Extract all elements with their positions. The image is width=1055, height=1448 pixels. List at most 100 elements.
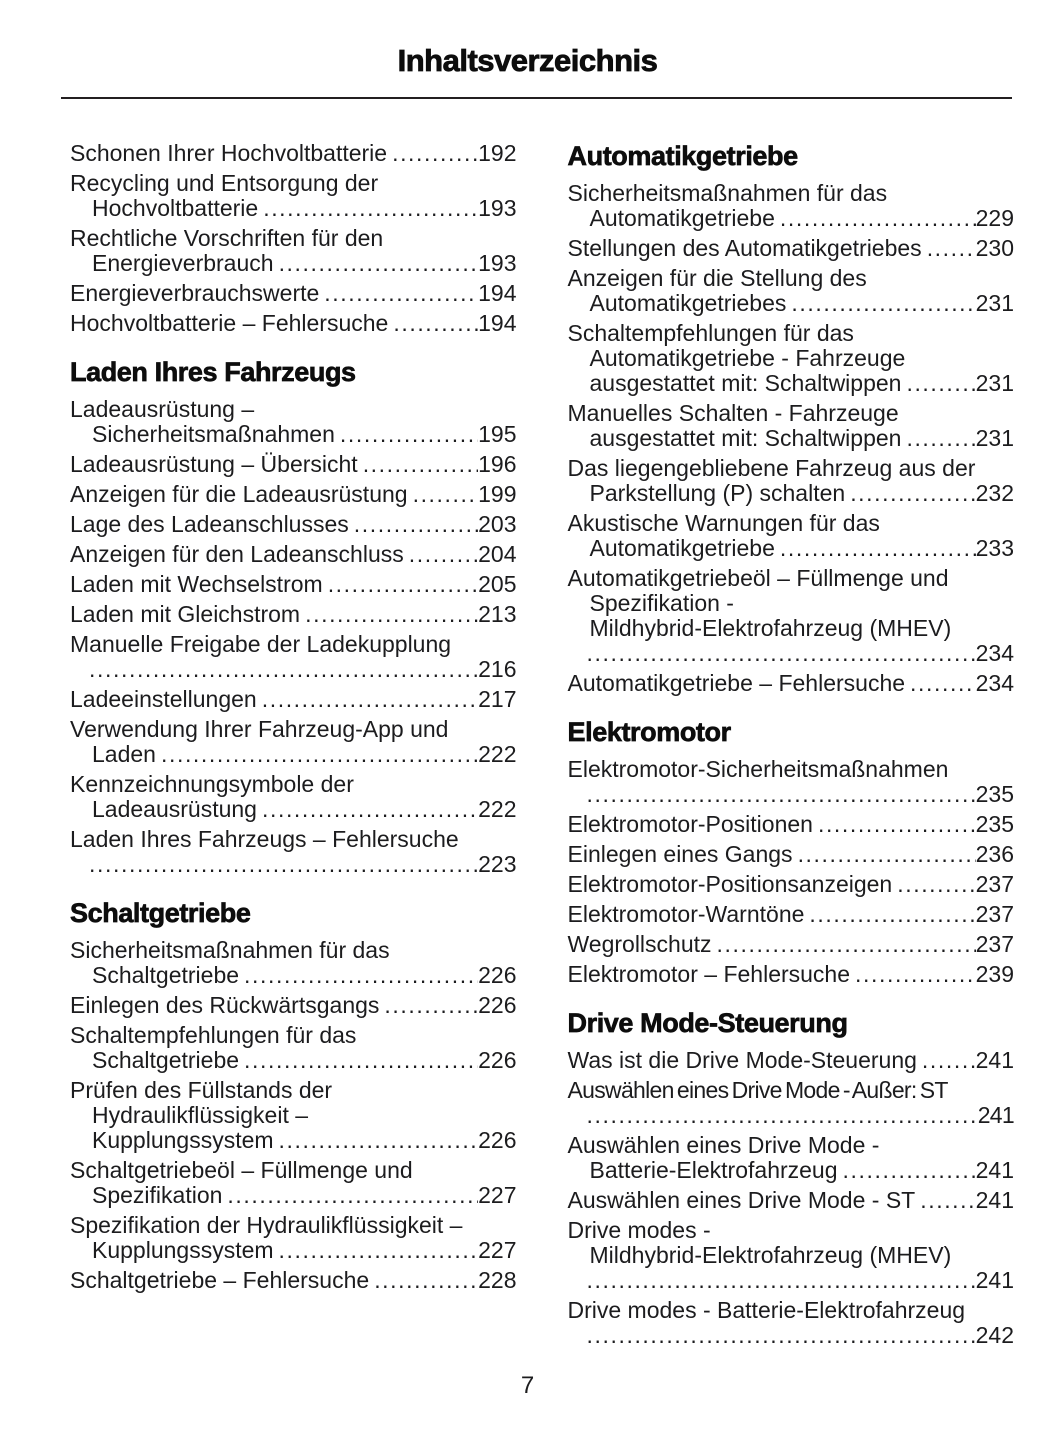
toc-entry-line: Ladeeinstellungen 217 [70, 687, 517, 712]
toc-entry[interactable]: Einlegen eines Gangs 236 [568, 842, 1015, 867]
toc-entry[interactable]: Schaltempfehlungen für das Schaltgetriebe… [70, 1023, 517, 1073]
toc-entry[interactable]: Drive modes - Mildhybrid-Elektrofahrzeug … [568, 1218, 1015, 1293]
toc-entry-page: 239 [975, 961, 1014, 987]
toc-entry[interactable]: Energieverbrauchswerte 194 [70, 281, 517, 306]
toc-entry-line: Schaltgetriebe – Fehlersuche 228 [70, 1268, 517, 1293]
toc-entry-label: Elektromotor-Sicherheitsmaßnahmen [567, 756, 949, 782]
toc-entry-page: 199 [478, 481, 517, 507]
toc-entry[interactable]: Prüfen des Füllstands der Hydraulikflüssi… [70, 1078, 517, 1153]
toc-entry[interactable]: Ladeeinstellungen 217 [70, 687, 517, 712]
toc-entry-page: 232 [975, 480, 1014, 506]
toc-entry[interactable]: Laden Ihres Fahrzeugs – Fehlersuche 223 [70, 827, 517, 877]
toc-entry[interactable]: Sicherheitsmaßnahmen für das Automatikget… [568, 181, 1015, 231]
dot-leader [354, 512, 478, 537]
toc-entry-page: 223 [478, 851, 517, 877]
dot-leader [910, 671, 976, 696]
dot-leader [279, 251, 479, 276]
dot-leader [384, 993, 478, 1018]
toc-entry[interactable]: Rechtliche Vorschriften für den Energieve… [70, 226, 517, 276]
toc-entry-label: Anzeigen für die Stellung des [567, 265, 867, 291]
toc-entry-page: 194 [478, 310, 517, 336]
toc-entry-label: Automatikgetriebes [589, 290, 787, 316]
toc-entry[interactable]: Drive modes - Batterie-Elektrofahrzeug 24… [568, 1298, 1015, 1348]
dot-leader [340, 422, 478, 447]
toc-entry-line: 242 [568, 1323, 1014, 1348]
toc-entry-label: Drive modes - Batterie-Elektrofahrzeug [567, 1297, 966, 1323]
toc-entry-label: Automatikgetriebeöl – Füllmenge und [567, 565, 949, 591]
toc-entry-line: Laden 222 [70, 742, 517, 767]
toc-entry[interactable]: Lage des Ladeanschlusses 203 [70, 512, 517, 537]
toc-entry[interactable]: Ladeausrüstung – Übersicht 196 [70, 452, 517, 477]
toc-entry-page: 194 [478, 280, 517, 306]
toc-entry-page: 235 [975, 781, 1014, 807]
toc-entry-label: Auswählen eines Drive Mode - ST [567, 1187, 916, 1213]
toc-entry[interactable]: Spezifikation der Hydraulikflüssigkeit –… [70, 1213, 517, 1263]
dot-leader [279, 1128, 479, 1153]
toc-entry[interactable]: Schaltempfehlungen für das Automatikgetri… [568, 321, 1015, 396]
dot-leader [587, 1268, 976, 1293]
toc-entry-line: Einlegen des Rückwärtsgangs 226 [70, 993, 517, 1018]
toc-entry-line: Schaltgetriebe 226 [70, 963, 517, 988]
toc-entry-label: Manuelle Freigabe der Ladekupplung [70, 631, 452, 657]
section-heading: Automatikgetriebe [567, 141, 798, 172]
toc-entry-label: Laden [92, 741, 156, 767]
toc-entry[interactable]: Auswählen eines Drive Mode - Batterie-Ele… [568, 1133, 1015, 1183]
toc-entry-label: Schaltempfehlungen für das [70, 1022, 357, 1048]
toc-entry-label: Mildhybrid-Elektrofahrzeug (MHEV) [589, 615, 952, 641]
toc-entry-page: 241 [975, 1047, 1014, 1073]
toc-entry[interactable]: Laden mit Gleichstrom 213 [70, 602, 517, 627]
toc-entry[interactable]: Elektromotor-Positionen 235 [568, 812, 1015, 837]
toc-entry[interactable]: Stellungen des Automatikgetriebes 230 [568, 236, 1015, 261]
toc-entry-label: Auswählen eines Drive Mode - [567, 1132, 880, 1158]
toc-entry-label: Schaltgetriebe – Fehlersuche [70, 1267, 370, 1293]
toc-entry[interactable]: Auswählen eines Drive Mode - Außer: ST 24… [568, 1078, 1015, 1128]
toc-entry[interactable]: Elektromotor – Fehlersuche 239 [568, 962, 1015, 987]
toc-entry-line: Spezifikation 227 [70, 1183, 517, 1208]
toc-entry[interactable]: Elektromotor-Sicherheitsmaßnahmen 235 [568, 757, 1015, 807]
toc-entry-label: Schonen Ihrer Hochvoltbatterie [70, 140, 388, 166]
toc-entry[interactable]: Recycling und Entsorgung der Hochvoltbatt… [70, 171, 517, 221]
toc-entry[interactable]: Anzeigen für die Ladeausrüstung 199 [70, 482, 517, 507]
toc-entry[interactable]: Manuelle Freigabe der Ladekupplung 216 [70, 632, 517, 682]
dot-leader [897, 872, 975, 897]
page-title: Inhaltsverzeichnis [397, 43, 658, 78]
toc-entry[interactable]: Schonen Ihrer Hochvoltbatterie 192 [70, 141, 517, 166]
toc-entry[interactable]: Sicherheitsmaßnahmen für das Schaltgetrie… [70, 938, 517, 988]
toc-entry-label: Einlegen des Rückwärtsgangs [70, 992, 380, 1018]
toc-entry-label: ausgestattet mit: Schaltwippen [589, 370, 902, 396]
toc-entry-line: Elektromotor – Fehlersuche 239 [568, 962, 1015, 987]
toc-entry-line: 216 [70, 657, 516, 682]
toc-entry[interactable]: Elektromotor-Positionsanzeigen 237 [568, 872, 1015, 897]
toc-entry-label: Ladeausrüstung – Übersicht [70, 451, 358, 477]
toc-entry-page: 230 [975, 235, 1014, 261]
toc-entry[interactable]: Elektromotor-Warntöne 237 [568, 902, 1015, 927]
toc-entry[interactable]: Was ist die Drive Mode-Steuerung 241 [568, 1048, 1015, 1073]
toc-entry[interactable]: Hochvoltbatterie – Fehlersuche 194 [70, 311, 517, 336]
toc-entry[interactable]: Manuelles Schalten - Fahrzeuge ausgestatt… [568, 401, 1015, 451]
toc-entry-label: Ladeausrüstung [92, 796, 257, 822]
toc-entry[interactable]: Das liegengebliebene Fahrzeug aus der Par… [568, 456, 1015, 506]
toc-entry-line: Anzeigen für den Ladeanschluss 204 [70, 542, 517, 567]
toc-entry-line: Hochvoltbatterie – Fehlersuche 194 [70, 311, 517, 336]
toc-entry[interactable]: Wegrollschutz 237 [568, 932, 1015, 957]
dot-leader [328, 572, 478, 597]
toc-entry-label: ausgestattet mit: Schaltwippen [589, 425, 902, 451]
toc-entry[interactable]: Schaltgetriebeöl – Füllmenge und Spezifik… [70, 1158, 517, 1208]
toc-entry[interactable]: Anzeigen für den Ladeanschluss 204 [70, 542, 517, 567]
toc-entry[interactable]: Automatikgetriebeöl – Füllmenge und Spezi… [568, 566, 1015, 666]
toc-entry[interactable]: Ladeausrüstung –Sicherheitsmaßnahmen 195 [70, 397, 517, 447]
toc-entry-line: Einlegen eines Gangs 236 [568, 842, 1015, 867]
toc-entry[interactable]: Schaltgetriebe – Fehlersuche 228 [70, 1268, 517, 1293]
section-heading: Elektromotor [567, 717, 731, 748]
toc-entry[interactable]: Einlegen des Rückwärtsgangs 226 [70, 993, 517, 1018]
dot-leader [244, 963, 478, 988]
toc-entry[interactable]: Laden mit Wechselstrom 205 [70, 572, 517, 597]
toc-entry[interactable]: Auswählen eines Drive Mode - ST 241 [568, 1188, 1015, 1213]
toc-entry-page: 234 [975, 670, 1014, 696]
toc-entry[interactable]: Anzeigen für die Stellung des Automatikge… [568, 266, 1015, 316]
dot-leader [262, 797, 478, 822]
toc-entry[interactable]: Automatikgetriebe – Fehlersuche 234 [568, 671, 1015, 696]
toc-entry[interactable]: Akustische Warnungen für das Automatikget… [568, 511, 1015, 561]
